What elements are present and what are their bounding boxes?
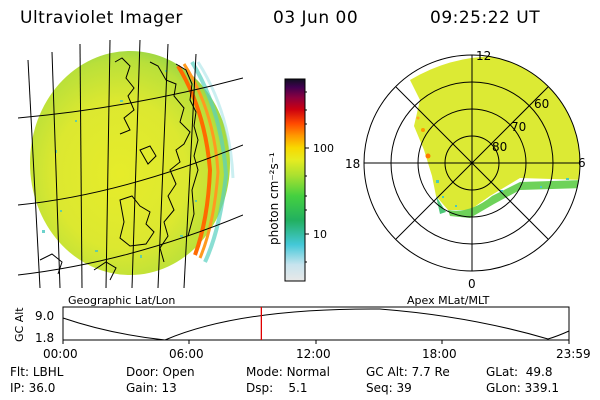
colorbar-ticks bbox=[305, 91, 309, 263]
altitude-plot-frame bbox=[62, 306, 570, 341]
gain-value: 13 bbox=[161, 381, 177, 395]
glat-value: 49.8 bbox=[525, 365, 553, 379]
xtick-0600: 06:00 bbox=[169, 347, 204, 361]
colorbar-tick-10: 10 bbox=[313, 228, 327, 241]
mlat-label-60: 60 bbox=[534, 97, 549, 111]
altitude-axis-title: GC Alt bbox=[13, 307, 26, 342]
mlt-label-6: 6 bbox=[578, 156, 586, 170]
dsp-value: 5.1 bbox=[288, 381, 308, 395]
xtick-0000: 00:00 bbox=[43, 347, 78, 361]
ip-value: 36.0 bbox=[28, 381, 56, 395]
door-field: Door: Open bbox=[126, 365, 195, 379]
ip-field: IP: 36.0 bbox=[10, 381, 56, 395]
lat-lon-grid bbox=[18, 39, 243, 288]
xtick-1200: 12:00 bbox=[296, 347, 331, 361]
date-label: 03 Jun 00 bbox=[273, 8, 359, 28]
mlt-label-18: 18 bbox=[345, 157, 360, 171]
door-value: Open bbox=[162, 365, 195, 379]
mlt-label-0: 0 bbox=[468, 277, 476, 291]
colorbar-tick-100: 100 bbox=[313, 142, 334, 155]
geographic-globe bbox=[18, 38, 243, 288]
seq-value: 39 bbox=[396, 381, 412, 395]
gcalt-value: 7.7 Re bbox=[411, 365, 450, 379]
earth-disk bbox=[30, 51, 230, 275]
colorbar bbox=[284, 78, 306, 282]
instrument-title: Ultraviolet Imager bbox=[20, 8, 183, 28]
gcalt-field: GC Alt: 7.7 Re bbox=[366, 365, 450, 379]
mode-value: Normal bbox=[286, 365, 330, 379]
dsp-field: Dsp: 5.1 bbox=[246, 381, 308, 395]
polar-plot: 12 18 6 0 60 70 80 bbox=[345, 49, 586, 291]
mlat-label-80: 80 bbox=[492, 140, 507, 154]
mlt-label-12: 12 bbox=[476, 49, 491, 63]
flt-field: Flt: LBHL bbox=[10, 365, 64, 379]
seq-field: Seq: 39 bbox=[366, 381, 412, 395]
glon-value: 339.1 bbox=[524, 381, 559, 395]
flt-value: LBHL bbox=[32, 365, 64, 379]
coastlines bbox=[39, 57, 199, 281]
gain-field: Gain: 13 bbox=[126, 381, 177, 395]
time-label: 09:25:22 UT bbox=[430, 8, 541, 28]
mlat-label-70: 70 bbox=[511, 120, 526, 134]
xtick-1800: 18:00 bbox=[422, 347, 457, 361]
mode-field: Mode: Normal bbox=[246, 365, 330, 379]
colorbar-unit-label: photon cm⁻²s⁻¹ bbox=[267, 152, 281, 245]
altitude-plot: GC Alt 9.0 1.8 00:00 06:00 12:00 18:00 2… bbox=[13, 306, 591, 361]
right-panel-caption: Apex MLat/MLT bbox=[407, 294, 490, 307]
altitude-ytick-top: 9.0 bbox=[35, 309, 54, 323]
xtick-2359: 23:59 bbox=[556, 347, 591, 361]
glon-field: GLon: 339.1 bbox=[486, 381, 559, 395]
altitude-curve bbox=[62, 308, 570, 341]
left-panel-caption: Geographic Lat/Lon bbox=[68, 294, 175, 307]
glat-field: GLat: 49.8 bbox=[486, 365, 553, 379]
altitude-ytick-bottom: 1.8 bbox=[35, 331, 54, 345]
